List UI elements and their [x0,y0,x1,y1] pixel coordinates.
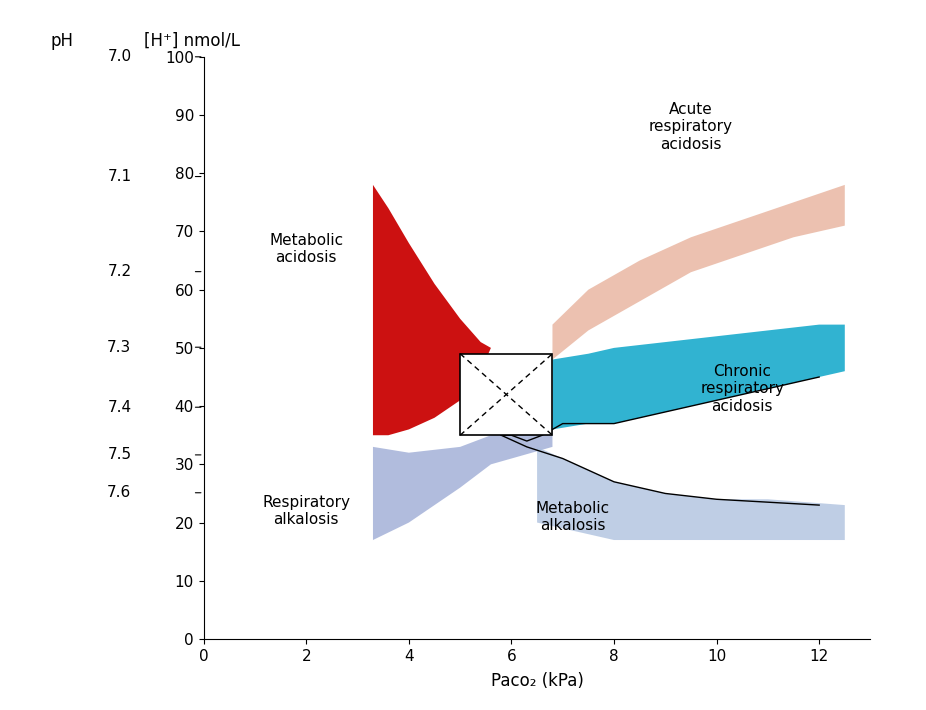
Text: 7.4: 7.4 [107,400,131,415]
Text: 7.0: 7.0 [107,49,131,65]
Polygon shape [553,324,845,430]
Text: [H⁺] nmol/L: [H⁺] nmol/L [144,32,240,50]
X-axis label: Paco₂ (kPa): Paco₂ (kPa) [491,672,583,690]
Text: Acute
respiratory
acidosis: Acute respiratory acidosis [649,102,733,151]
Polygon shape [553,185,845,359]
Text: 7.5: 7.5 [107,447,131,462]
Text: 7.3: 7.3 [107,339,131,355]
Text: 7.6: 7.6 [107,485,131,501]
Bar [460,354,553,435]
Polygon shape [373,185,491,435]
Polygon shape [537,447,845,540]
Text: pH: pH [51,32,74,50]
Text: 7.1: 7.1 [107,169,131,184]
Text: Metabolic
alkalosis: Metabolic alkalosis [536,501,610,533]
Text: Chronic
respiratory
acidosis: Chronic respiratory acidosis [700,364,784,413]
Text: Respiratory
alkalosis: Respiratory alkalosis [262,495,350,527]
Polygon shape [373,430,553,540]
Text: 7.2: 7.2 [107,264,131,279]
Text: Metabolic
acidosis: Metabolic acidosis [269,233,344,265]
